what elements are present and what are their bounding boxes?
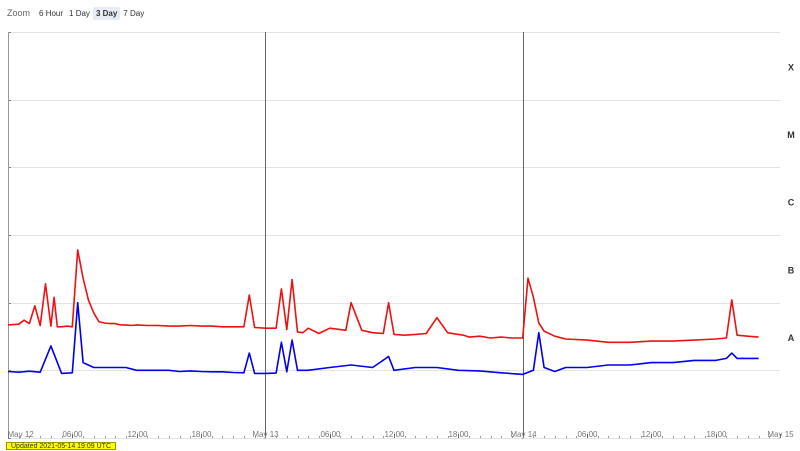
long-wavelength-flux-line	[7, 249, 759, 344]
zoom-7-day-button[interactable]: 7 Day	[123, 8, 145, 18]
zoom-6-hour-button[interactable]: 6 Hour	[39, 8, 64, 18]
flare-class-label: X	[788, 62, 794, 72]
zoom-label: Zoom	[7, 8, 31, 18]
flare-class-label: M	[787, 130, 795, 140]
status-badge: Updated 2021-05-14 19:09 UTC	[6, 442, 117, 450]
x-tick-label: 06:00	[577, 430, 598, 439]
x-tick-label: 12:00	[127, 430, 148, 439]
x-tick-label: 18:00	[191, 430, 212, 439]
x-tick-label: 18:00	[706, 430, 727, 439]
x-tick-label: May 15	[767, 430, 794, 439]
xray-flux-chart: May 12 06:00 12:00 18:00 May 13 06:00 12:00 18:…	[7, 32, 795, 439]
flare-class-label: A	[788, 333, 795, 343]
x-tick-label: May 13	[252, 430, 279, 439]
x-tick-label: 18:00	[448, 430, 469, 439]
short-wavelength-flux-line	[7, 301, 759, 376]
x-tick-label: 12:00	[641, 430, 662, 439]
x-tick-label: 06:00	[320, 430, 341, 439]
x-tick-label: 06:00	[62, 430, 83, 439]
x-tick-label: 12:00	[384, 430, 405, 439]
zoom-3-day-button[interactable]: 3 Day	[92, 6, 121, 20]
x-tick-label: May 12	[8, 430, 35, 439]
x-tick-label: May 14	[510, 430, 537, 439]
flare-class-label: C	[788, 198, 795, 208]
zoom-1-day-button[interactable]: 1 Day	[69, 8, 90, 18]
flare-class-label: B	[788, 265, 795, 275]
zoom-bar: Zoom 6 Hour 1 Day 3 Day 7 Day	[7, 5, 147, 21]
